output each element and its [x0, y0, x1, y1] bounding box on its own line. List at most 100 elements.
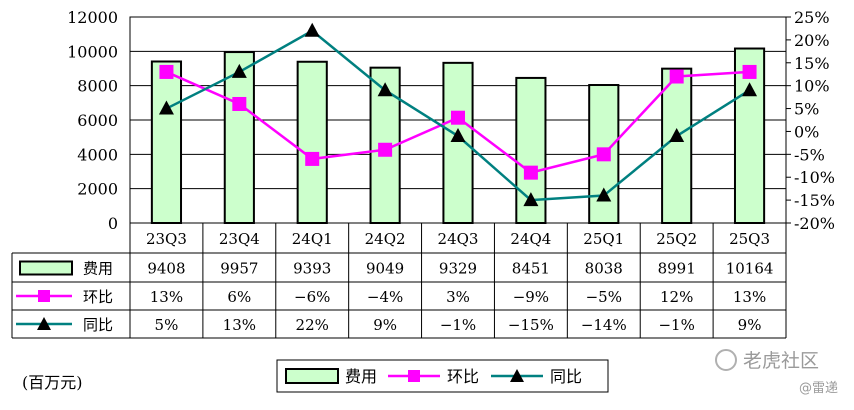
table-cell: 9% — [373, 316, 397, 334]
point-marker — [305, 151, 320, 166]
table-cell: −6% — [294, 288, 330, 306]
legend-marker-yoy — [510, 369, 524, 382]
point-marker — [669, 128, 685, 143]
y2-tick-label: 10% — [794, 77, 830, 96]
table-cell: 9049 — [366, 260, 404, 278]
y-tick-label: 8000 — [77, 77, 118, 96]
table-cell: 13% — [223, 316, 256, 334]
category-label: 24Q2 — [365, 230, 406, 248]
row-key-marker — [38, 290, 50, 302]
y2-tick-label: -20% — [794, 214, 835, 233]
table-cell: 5% — [155, 316, 179, 334]
y-tick-label: 0 — [108, 214, 118, 233]
point-marker — [451, 110, 465, 125]
point-marker — [523, 192, 539, 207]
watermark-brand: 老虎社区 — [743, 350, 819, 372]
unit-note: (百万元) — [22, 373, 83, 392]
watermark: 老虎社区 @雷递 — [715, 349, 838, 396]
y2-tick-label: -10% — [794, 168, 835, 187]
bar — [296, 60, 328, 225]
table-cell: −5% — [586, 288, 622, 306]
row-header: 同比 — [83, 316, 113, 334]
data-table: 23Q3 23Q4 24Q1 24Q2 24Q3 24Q4 25Q1 25Q2 25Q3 费用 94… — [11, 222, 787, 339]
legend-swatch-bar — [285, 368, 339, 384]
row-header: 环比 — [83, 288, 113, 306]
row-header: 费用 — [83, 260, 113, 278]
y2-tick-label: -15% — [794, 191, 835, 210]
bar — [733, 47, 766, 224]
table-cell: 8451 — [512, 260, 550, 278]
table-cell: 8991 — [658, 260, 696, 278]
point-marker — [596, 147, 611, 162]
y-tick-label: 12000 — [67, 8, 118, 27]
y-tick-label: 10000 — [67, 42, 118, 61]
category-label: 25Q1 — [583, 230, 624, 248]
table-cell: 22% — [296, 316, 329, 334]
point-marker — [378, 142, 393, 157]
point-marker — [523, 165, 538, 180]
table-cell: 8038 — [585, 260, 623, 278]
point-marker — [742, 82, 758, 97]
category-label: 24Q1 — [292, 230, 333, 248]
table-cell: 3% — [446, 288, 470, 306]
category-label: 23Q4 — [219, 230, 260, 248]
watermark-author: @雷递 — [799, 381, 838, 396]
right-axis-ticks: -20% -15% -10% -5% 0% 5% 10% 15% 20% 25% — [786, 8, 835, 233]
table-cell: 12% — [660, 288, 693, 306]
category-label: 23Q3 — [146, 230, 187, 248]
point-marker — [377, 82, 393, 97]
table-cell: −9% — [513, 288, 549, 306]
y-tick-label: 4000 — [77, 145, 118, 164]
point-marker — [304, 22, 320, 37]
y2-tick-label: 25% — [794, 8, 830, 27]
category-label: 25Q3 — [729, 230, 770, 248]
left-axis-ticks: 0 2000 4000 6000 8000 10000 12000 — [67, 8, 118, 233]
line-series — [158, 22, 758, 207]
legend: 费用 环比 同比 — [276, 359, 609, 393]
table-cell: 13% — [150, 288, 183, 306]
row-key-bar — [19, 260, 73, 276]
legend-label-mom: 环比 — [447, 367, 479, 386]
table-cell: −1% — [440, 316, 476, 334]
y-tick-label: 2000 — [77, 180, 118, 199]
point-marker — [669, 69, 684, 84]
y-tick-label: 6000 — [77, 111, 118, 130]
legend-marker-mom — [408, 370, 420, 382]
y2-tick-label: -5% — [794, 145, 825, 164]
table-cell: −15% — [508, 316, 554, 334]
point-marker — [159, 64, 174, 79]
table-cell: 9% — [738, 316, 762, 334]
table-cell: −1% — [658, 316, 694, 334]
bar — [223, 51, 255, 224]
point-marker — [231, 63, 247, 78]
legend-label-yoy: 同比 — [550, 367, 582, 386]
table-cell: −4% — [367, 288, 403, 306]
legend-label-bar: 费用 — [345, 367, 377, 386]
point-marker — [742, 64, 757, 79]
bar — [442, 61, 474, 224]
table-cell: 13% — [733, 288, 766, 306]
table-cell: 9329 — [439, 260, 477, 278]
point-marker — [232, 96, 247, 111]
point-marker — [596, 187, 612, 202]
bar — [661, 67, 693, 225]
table-cell: 9408 — [147, 260, 185, 278]
y2-tick-label: 5% — [794, 100, 819, 119]
table-cell: −14% — [581, 316, 627, 334]
y2-tick-label: 15% — [794, 54, 830, 73]
bar — [150, 60, 183, 224]
point-marker — [450, 128, 466, 143]
table-cell: 9393 — [293, 260, 331, 278]
category-label: 24Q4 — [510, 230, 551, 248]
category-label: 24Q3 — [438, 230, 479, 248]
y2-tick-label: 0% — [794, 122, 819, 141]
point-marker — [158, 100, 174, 115]
table-cell: 9957 — [220, 260, 258, 278]
row-key-marker — [37, 317, 51, 330]
category-label: 25Q2 — [656, 230, 697, 248]
y2-tick-label: 20% — [794, 31, 830, 50]
watermark-logo-icon — [715, 349, 737, 371]
table-cell: 10164 — [726, 260, 774, 278]
table-cell: 6% — [227, 288, 251, 306]
